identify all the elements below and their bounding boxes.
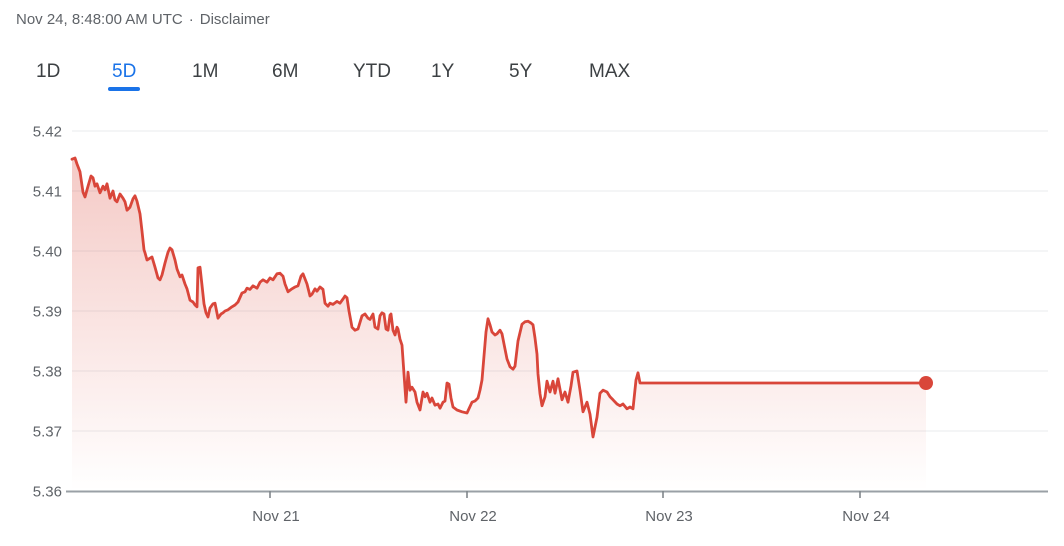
tab-ytd-label: YTD [353, 61, 391, 82]
tab-5y[interactable]: 5Y [509, 61, 532, 91]
last-price-dot [919, 376, 933, 390]
y-tick-label: 5.37 [33, 424, 62, 441]
tab-max[interactable]: MAX [589, 61, 630, 91]
y-tick-label: 5.36 [33, 484, 62, 501]
price-area-fill [72, 158, 926, 491]
tab-1y[interactable]: 1Y [431, 61, 454, 91]
tab-1m[interactable]: 1M [192, 61, 218, 91]
tab-1d[interactable]: 1D [36, 61, 60, 91]
y-tick-label: 5.39 [33, 304, 62, 321]
y-tick-label: 5.42 [33, 124, 62, 141]
tab-5y-label: 5Y [509, 61, 533, 82]
active-tab-underline [108, 87, 141, 91]
timestamp-text: Nov 24, 8:48:00 AM UTC [16, 11, 183, 28]
x-tick-label: Nov 23 [645, 508, 693, 525]
tab-ytd[interactable]: YTD [353, 61, 391, 91]
tab-1d-label: 1D [36, 61, 61, 82]
price-line [70, 156, 928, 439]
tab-1m-label: 1M [192, 61, 219, 82]
x-tick-label: Nov 24 [842, 508, 890, 525]
y-tick-label: 5.40 [33, 244, 62, 261]
disclaimer-link[interactable]: Disclaimer [199, 11, 270, 28]
y-tick-label: 5.38 [33, 364, 62, 381]
tab-1y-label: 1Y [431, 61, 455, 82]
x-tick-label: Nov 21 [252, 508, 300, 525]
separator-dot: · [188, 11, 194, 28]
tab-max-label: MAX [589, 61, 631, 82]
tab-5d[interactable]: 5D [108, 61, 141, 91]
tab-6m[interactable]: 6M [272, 61, 298, 91]
quote-timestamp-row: Nov 24, 8:48:00 AM UTC · Disclaimer [16, 11, 270, 28]
y-tick-label: 5.41 [33, 184, 62, 201]
tab-5d-label: 5D [112, 61, 137, 82]
x-tick-label: Nov 22 [449, 508, 497, 525]
tab-6m-label: 6M [272, 61, 299, 82]
